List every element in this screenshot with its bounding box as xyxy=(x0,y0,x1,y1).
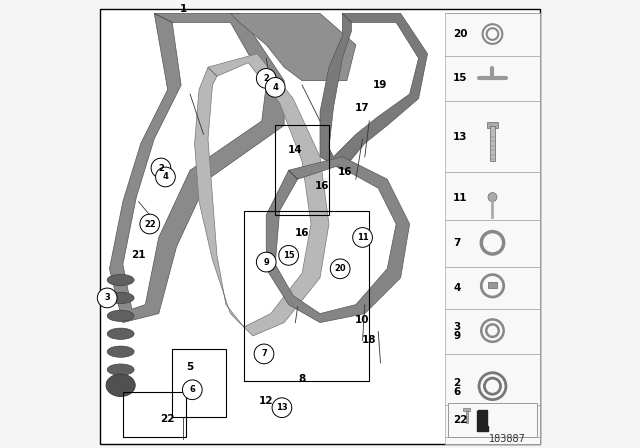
Text: 22: 22 xyxy=(144,220,156,228)
Ellipse shape xyxy=(106,374,135,396)
Circle shape xyxy=(140,214,159,234)
Text: 22: 22 xyxy=(161,414,175,424)
Text: 19: 19 xyxy=(373,80,388,90)
Text: 6: 6 xyxy=(189,385,195,394)
Ellipse shape xyxy=(108,274,134,286)
Bar xyxy=(463,408,470,411)
Text: 1: 1 xyxy=(180,4,187,14)
Text: 17: 17 xyxy=(355,103,370,112)
Text: 11: 11 xyxy=(356,233,369,242)
Text: 2: 2 xyxy=(263,74,269,83)
Text: 7: 7 xyxy=(453,238,460,248)
Text: 3: 3 xyxy=(104,293,110,302)
PathPatch shape xyxy=(195,54,329,336)
Text: 2: 2 xyxy=(453,378,460,388)
Bar xyxy=(244,211,369,381)
Bar xyxy=(172,349,226,417)
Ellipse shape xyxy=(108,328,134,340)
Text: 4: 4 xyxy=(453,283,460,293)
Text: 8: 8 xyxy=(298,374,306,383)
Text: 16: 16 xyxy=(295,228,309,238)
Ellipse shape xyxy=(108,310,134,322)
Text: 18: 18 xyxy=(362,336,376,345)
Circle shape xyxy=(182,380,202,400)
Text: 3: 3 xyxy=(453,322,460,332)
PathPatch shape xyxy=(109,13,284,323)
Circle shape xyxy=(279,246,298,265)
Text: 20: 20 xyxy=(453,29,468,39)
Circle shape xyxy=(257,69,276,88)
Text: 11: 11 xyxy=(453,193,468,203)
Circle shape xyxy=(156,167,175,187)
Bar xyxy=(488,282,497,288)
Text: 9: 9 xyxy=(453,331,460,341)
Text: 16: 16 xyxy=(315,181,330,191)
Text: 21: 21 xyxy=(131,250,146,260)
Bar xyxy=(448,403,538,437)
Bar xyxy=(487,122,498,128)
Text: 6: 6 xyxy=(453,387,460,397)
Circle shape xyxy=(353,228,372,247)
Circle shape xyxy=(488,193,497,202)
PathPatch shape xyxy=(230,13,356,81)
Text: 7: 7 xyxy=(261,349,267,358)
Circle shape xyxy=(151,158,171,178)
Circle shape xyxy=(254,344,274,364)
Text: 13: 13 xyxy=(453,132,468,142)
Bar xyxy=(490,126,495,161)
Text: 9: 9 xyxy=(264,258,269,267)
Text: 183887: 183887 xyxy=(489,435,526,444)
Text: 13: 13 xyxy=(276,403,288,412)
Circle shape xyxy=(272,398,292,418)
Bar xyxy=(123,392,186,437)
Text: 14: 14 xyxy=(288,145,303,155)
Text: 15: 15 xyxy=(453,73,468,83)
Text: 15: 15 xyxy=(283,251,294,260)
Text: 4: 4 xyxy=(272,83,278,92)
Text: 22: 22 xyxy=(454,415,468,425)
Polygon shape xyxy=(477,410,488,431)
PathPatch shape xyxy=(266,157,410,323)
Text: 10: 10 xyxy=(355,315,370,325)
Text: 20: 20 xyxy=(334,264,346,273)
Text: 5: 5 xyxy=(186,362,194,372)
Text: 2: 2 xyxy=(158,164,164,172)
Ellipse shape xyxy=(108,364,134,375)
Bar xyxy=(445,13,540,444)
Circle shape xyxy=(97,288,117,308)
Circle shape xyxy=(330,259,350,279)
Ellipse shape xyxy=(108,346,134,358)
Circle shape xyxy=(257,252,276,272)
Circle shape xyxy=(266,78,285,97)
Text: 16: 16 xyxy=(337,168,352,177)
Bar xyxy=(466,410,468,423)
PathPatch shape xyxy=(320,13,428,170)
Text: 12: 12 xyxy=(259,396,273,406)
Text: 4: 4 xyxy=(163,172,168,181)
Ellipse shape xyxy=(108,293,134,304)
Bar xyxy=(275,125,329,215)
